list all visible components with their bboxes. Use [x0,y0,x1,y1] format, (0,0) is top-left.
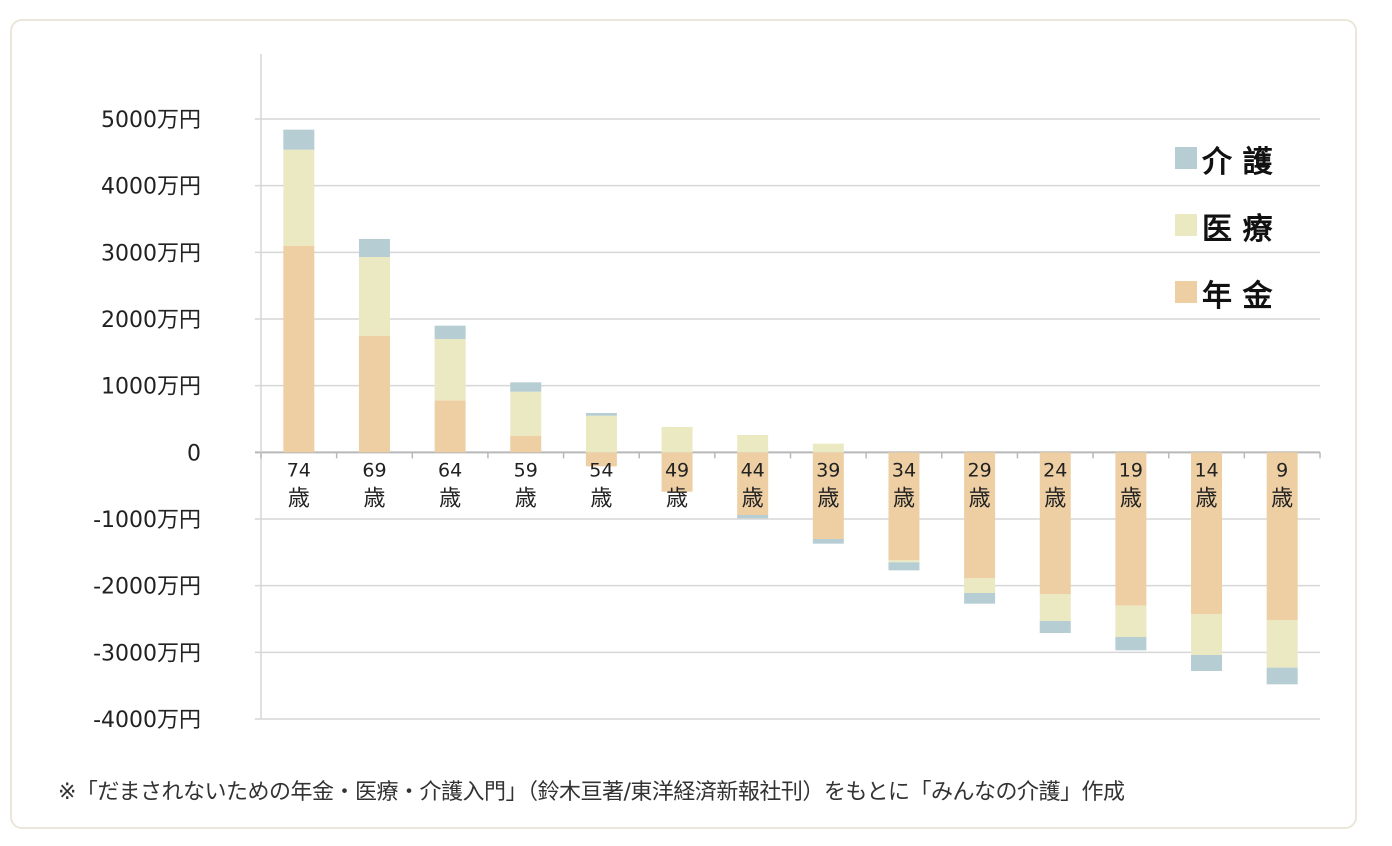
x-tick-label-unit: 歳 [893,486,915,511]
x-tick-label-age: 39 [816,459,840,481]
x-tick-label-unit: 歳 [1271,486,1293,511]
x-tick-label-age: 34 [892,459,916,481]
x-axis-ticks: 74 歳 69 歳 64 歳 59 歳 54 歳 49 歳 44 歳 39 歳 34 歳 29 歳 24 歳 19 歳 14 歳 9… [287,459,1293,511]
bar-segment [1191,452,1223,615]
x-tick-label-age: 9 [1276,459,1288,481]
x-tick-label-unit: 歳 [742,486,764,511]
legend-label: 年 金 [1202,279,1273,314]
bar-segment [510,382,542,392]
bar-segment [661,427,693,453]
source-footnote: ※「だまされないための年金・医療・介護入門」（鈴木亘著/東洋経済新報社刊）をもと… [58,780,1125,805]
legend-swatch [1175,214,1197,236]
bar-segment [812,452,844,539]
bar-segment [434,339,466,401]
bar-segment [964,452,996,579]
x-tick-label-age: 74 [287,459,311,481]
y-tick-label: -1000万円 [93,508,201,533]
bar-segment [283,245,315,453]
y-tick-label: 1000万円 [101,375,201,400]
x-tick-label-age: 44 [741,459,765,481]
bar-segment [964,578,996,593]
y-tick-label: 0 [187,441,201,466]
x-tick-label-age: 49 [665,459,689,481]
bar-segment [888,452,920,561]
x-tick-label-age: 24 [1043,459,1067,481]
bar-segment [1039,594,1071,621]
bar-segment [737,515,769,519]
y-tick-label: 4000万円 [101,175,201,200]
bar-segment [510,435,542,453]
x-tick-label-unit: 歳 [515,486,537,511]
x-tick-label-age: 29 [968,459,992,481]
legend: 介 護医 療年 金 [1175,145,1273,314]
bar-segment [434,325,466,339]
legend-label: 介 護 [1201,145,1273,180]
x-tick-label-age: 54 [589,459,613,481]
bar-segment [358,239,390,257]
y-axis-ticks: 5000万円 4000万円 3000万円 2000万円 1000万円 0 -1000万円 -2… [93,108,201,733]
x-tick-label-unit: 歳 [969,486,991,511]
chart-card [10,19,1357,829]
bar-segment [1191,655,1223,671]
y-tick-label: 2000万円 [101,308,201,333]
x-tick-label-unit: 歳 [1044,486,1066,511]
x-tick-label-unit: 歳 [1196,486,1218,511]
legend-swatch [1175,147,1197,169]
bar-segment [585,415,617,453]
bar-segment [1039,452,1071,595]
bar-segment [1115,637,1147,651]
x-tick-label-unit: 歳 [666,486,688,511]
y-tick-label: -2000万円 [93,575,201,600]
bar-segment [358,257,390,336]
bar-segment [283,149,315,246]
y-tick-label: -4000万円 [93,708,201,733]
y-tick-label: 5000万円 [101,108,201,133]
x-tick-label-unit: 歳 [288,486,310,511]
y-tick-label: 3000万円 [101,241,201,266]
bar-segment [812,539,844,544]
bar-segment [358,335,390,453]
bar-segment [1266,452,1298,621]
x-tick-label-unit: 歳 [363,486,385,511]
x-tick-label-age: 64 [438,459,462,481]
bar-segment [283,129,315,150]
bar-segment [1266,667,1298,685]
bar-segment [964,593,996,604]
bar-segment [510,391,542,436]
bar-segment [737,452,769,515]
bar-segment [661,452,693,492]
x-tick-label-unit: 歳 [439,486,461,511]
gridlines [255,118,1320,720]
y-tick-label: -3000万円 [93,641,201,666]
bar-segment [888,562,920,571]
bar-segment [812,443,844,453]
bars [283,129,1298,685]
x-tick-label-age: 19 [1119,459,1143,481]
x-tick-label-unit: 歳 [817,486,839,511]
bar-segment [737,435,769,453]
x-tick-label-age: 69 [362,459,386,481]
bar-segment [434,400,466,453]
bar-segment [1115,452,1147,606]
x-tick-label-age: 14 [1194,459,1218,481]
bar-segment [1115,605,1147,637]
bar-segment [1191,614,1223,655]
bar-segment [888,560,920,563]
x-tick-label-age: 59 [514,459,538,481]
bar-segment [1266,620,1298,668]
legend-swatch [1175,281,1197,303]
bar-segment [585,413,617,416]
axes [260,54,1321,719]
x-tick-label-unit: 歳 [1120,486,1142,511]
legend-label: 医 療 [1202,212,1272,247]
x-tick-label-unit: 歳 [590,486,612,511]
bar-segment [1039,621,1071,633]
bar-segment [585,452,617,467]
